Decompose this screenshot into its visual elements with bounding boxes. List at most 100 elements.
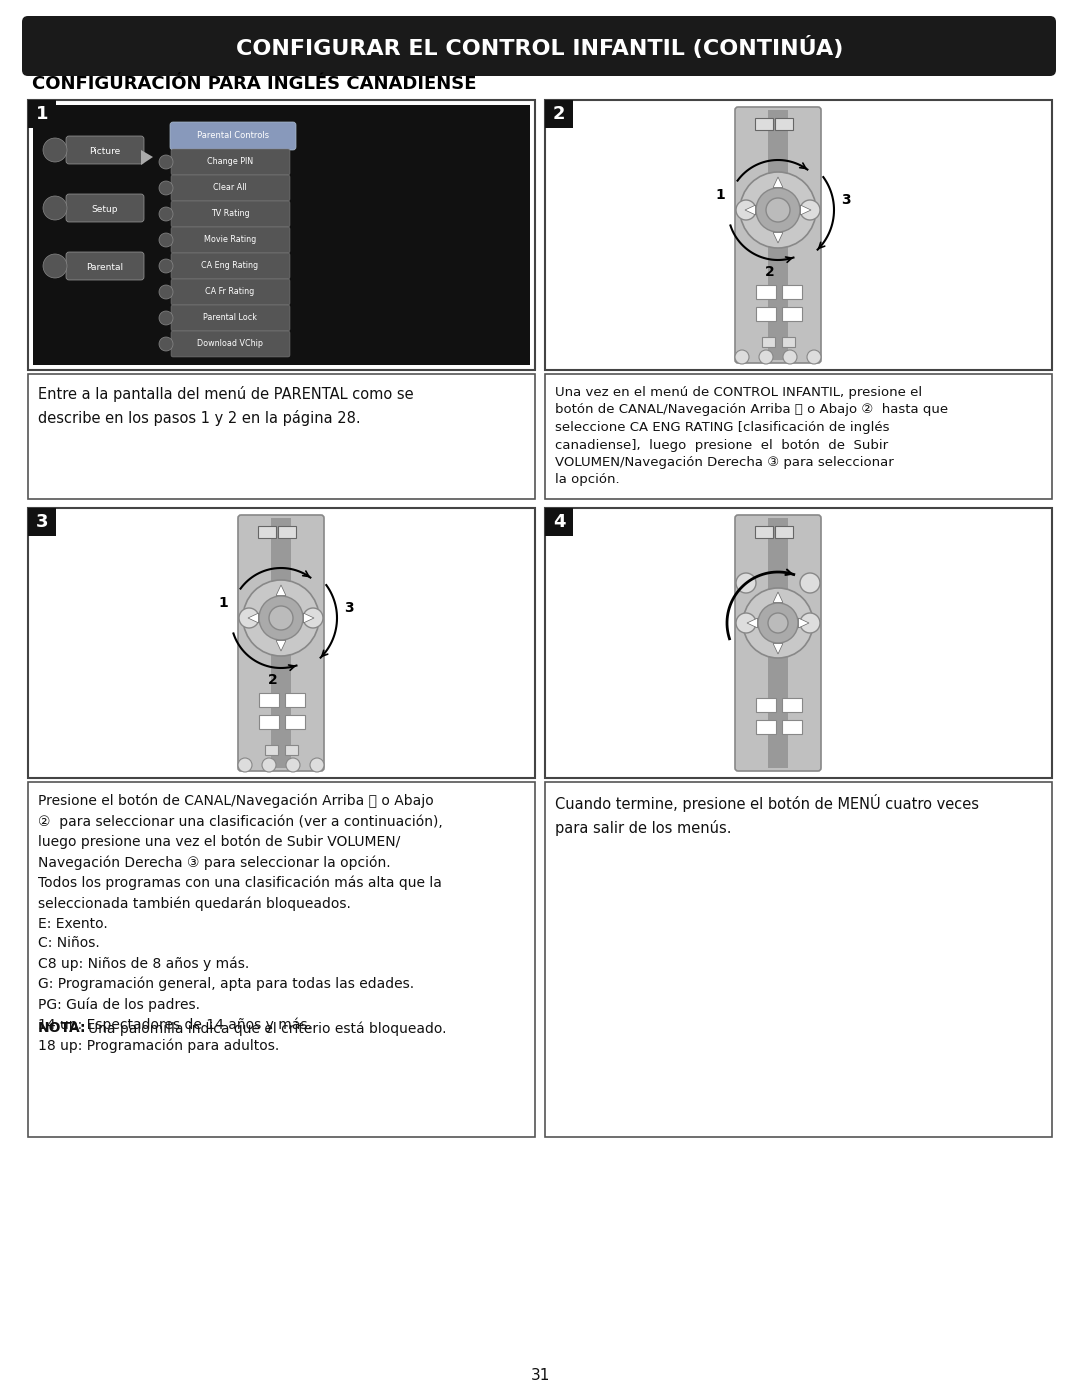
Bar (756, 698, 777, 712)
Text: Presione el botón de CANAL/Navegación Arriba ⓪ o Abajo
②  para seleccionar una c: Presione el botón de CANAL/Navegación Ar… (38, 793, 443, 1053)
Bar (278, 527, 296, 538)
Text: Parental Controls: Parental Controls (197, 131, 269, 141)
Polygon shape (773, 177, 783, 187)
FancyBboxPatch shape (238, 515, 324, 771)
Circle shape (259, 597, 303, 640)
Circle shape (310, 759, 324, 773)
Text: Entre a la pantalla del menú de PARENTAL como se
describe en los pasos 1 y 2 en : Entre a la pantalla del menú de PARENTAL… (38, 386, 414, 426)
Polygon shape (798, 617, 809, 627)
Circle shape (159, 233, 173, 247)
FancyBboxPatch shape (66, 136, 144, 163)
Circle shape (43, 138, 67, 162)
Text: 3: 3 (345, 601, 354, 615)
FancyBboxPatch shape (171, 149, 291, 175)
Polygon shape (773, 232, 783, 243)
Text: CONFIGURACIÓN PARA INGLÉS CANADIENSE: CONFIGURACIÓN PARA INGLÉS CANADIENSE (32, 75, 476, 94)
Bar (768, 110, 788, 360)
Bar (755, 527, 773, 538)
Bar (545, 782, 1052, 1137)
Circle shape (239, 608, 259, 629)
Bar (258, 527, 276, 538)
Circle shape (243, 580, 319, 657)
Bar (271, 518, 291, 768)
FancyBboxPatch shape (171, 305, 291, 331)
Circle shape (758, 604, 798, 643)
Polygon shape (276, 640, 286, 651)
Bar (755, 117, 773, 130)
Circle shape (269, 606, 293, 630)
Bar (545, 101, 573, 129)
FancyBboxPatch shape (66, 194, 144, 222)
Circle shape (159, 258, 173, 272)
Bar (285, 745, 298, 754)
Bar (33, 105, 530, 365)
Bar (775, 117, 793, 130)
Circle shape (735, 200, 756, 219)
Circle shape (807, 351, 821, 365)
Text: Movie Rating: Movie Rating (204, 236, 256, 244)
Text: 1: 1 (218, 597, 228, 610)
Polygon shape (248, 613, 258, 623)
Polygon shape (276, 585, 286, 595)
Circle shape (735, 351, 750, 365)
Text: 3: 3 (841, 193, 851, 207)
Text: 2: 2 (268, 673, 278, 687)
Bar (782, 307, 802, 321)
Bar (782, 285, 802, 299)
Polygon shape (800, 205, 811, 215)
Bar (762, 337, 775, 346)
Bar (782, 337, 795, 346)
Bar (28, 374, 535, 499)
Circle shape (159, 155, 173, 169)
Circle shape (800, 613, 820, 633)
FancyBboxPatch shape (735, 515, 821, 771)
Bar (28, 101, 56, 129)
Text: 1: 1 (36, 105, 49, 123)
Circle shape (800, 200, 820, 219)
Bar (28, 509, 535, 778)
Bar (756, 719, 777, 733)
Circle shape (286, 759, 300, 773)
Bar (285, 715, 305, 729)
Polygon shape (141, 149, 153, 165)
Text: CA Fr Rating: CA Fr Rating (205, 288, 255, 296)
Polygon shape (747, 617, 757, 627)
Text: Parental Lock: Parental Lock (203, 313, 257, 323)
Circle shape (159, 337, 173, 351)
Circle shape (159, 207, 173, 221)
Circle shape (756, 189, 800, 232)
Bar (259, 693, 279, 707)
FancyBboxPatch shape (170, 122, 296, 149)
Bar (768, 518, 788, 768)
FancyBboxPatch shape (22, 15, 1056, 75)
Text: 4: 4 (553, 513, 565, 531)
Circle shape (43, 254, 67, 278)
Text: Change PIN: Change PIN (207, 158, 253, 166)
Text: CONFIGURAR EL CONTROL INFANTIL (CONTINÚA): CONFIGURAR EL CONTROL INFANTIL (CONTINÚA… (237, 36, 843, 60)
Circle shape (159, 312, 173, 326)
Text: Picture: Picture (90, 147, 121, 155)
Text: Setup: Setup (92, 204, 118, 214)
Bar (782, 698, 802, 712)
FancyBboxPatch shape (735, 108, 821, 363)
Bar (545, 101, 1052, 370)
Circle shape (238, 759, 252, 773)
Text: 2: 2 (765, 265, 774, 279)
Bar (545, 374, 1052, 499)
Text: TV Rating: TV Rating (211, 210, 249, 218)
FancyBboxPatch shape (171, 175, 291, 201)
Polygon shape (773, 644, 783, 654)
Circle shape (735, 613, 756, 633)
Bar (28, 782, 535, 1137)
Bar (259, 715, 279, 729)
Bar (756, 307, 777, 321)
Text: 31: 31 (530, 1368, 550, 1383)
Text: Cuando termine, presione el botón de MENÚ cuatro veces
para salir de los menús.: Cuando termine, presione el botón de MEN… (555, 793, 978, 835)
Circle shape (735, 573, 756, 592)
Bar (28, 101, 535, 370)
FancyBboxPatch shape (66, 251, 144, 279)
Text: Parental: Parental (86, 263, 123, 271)
Bar (782, 719, 802, 733)
Text: 2: 2 (553, 105, 565, 123)
Bar (545, 509, 1052, 778)
